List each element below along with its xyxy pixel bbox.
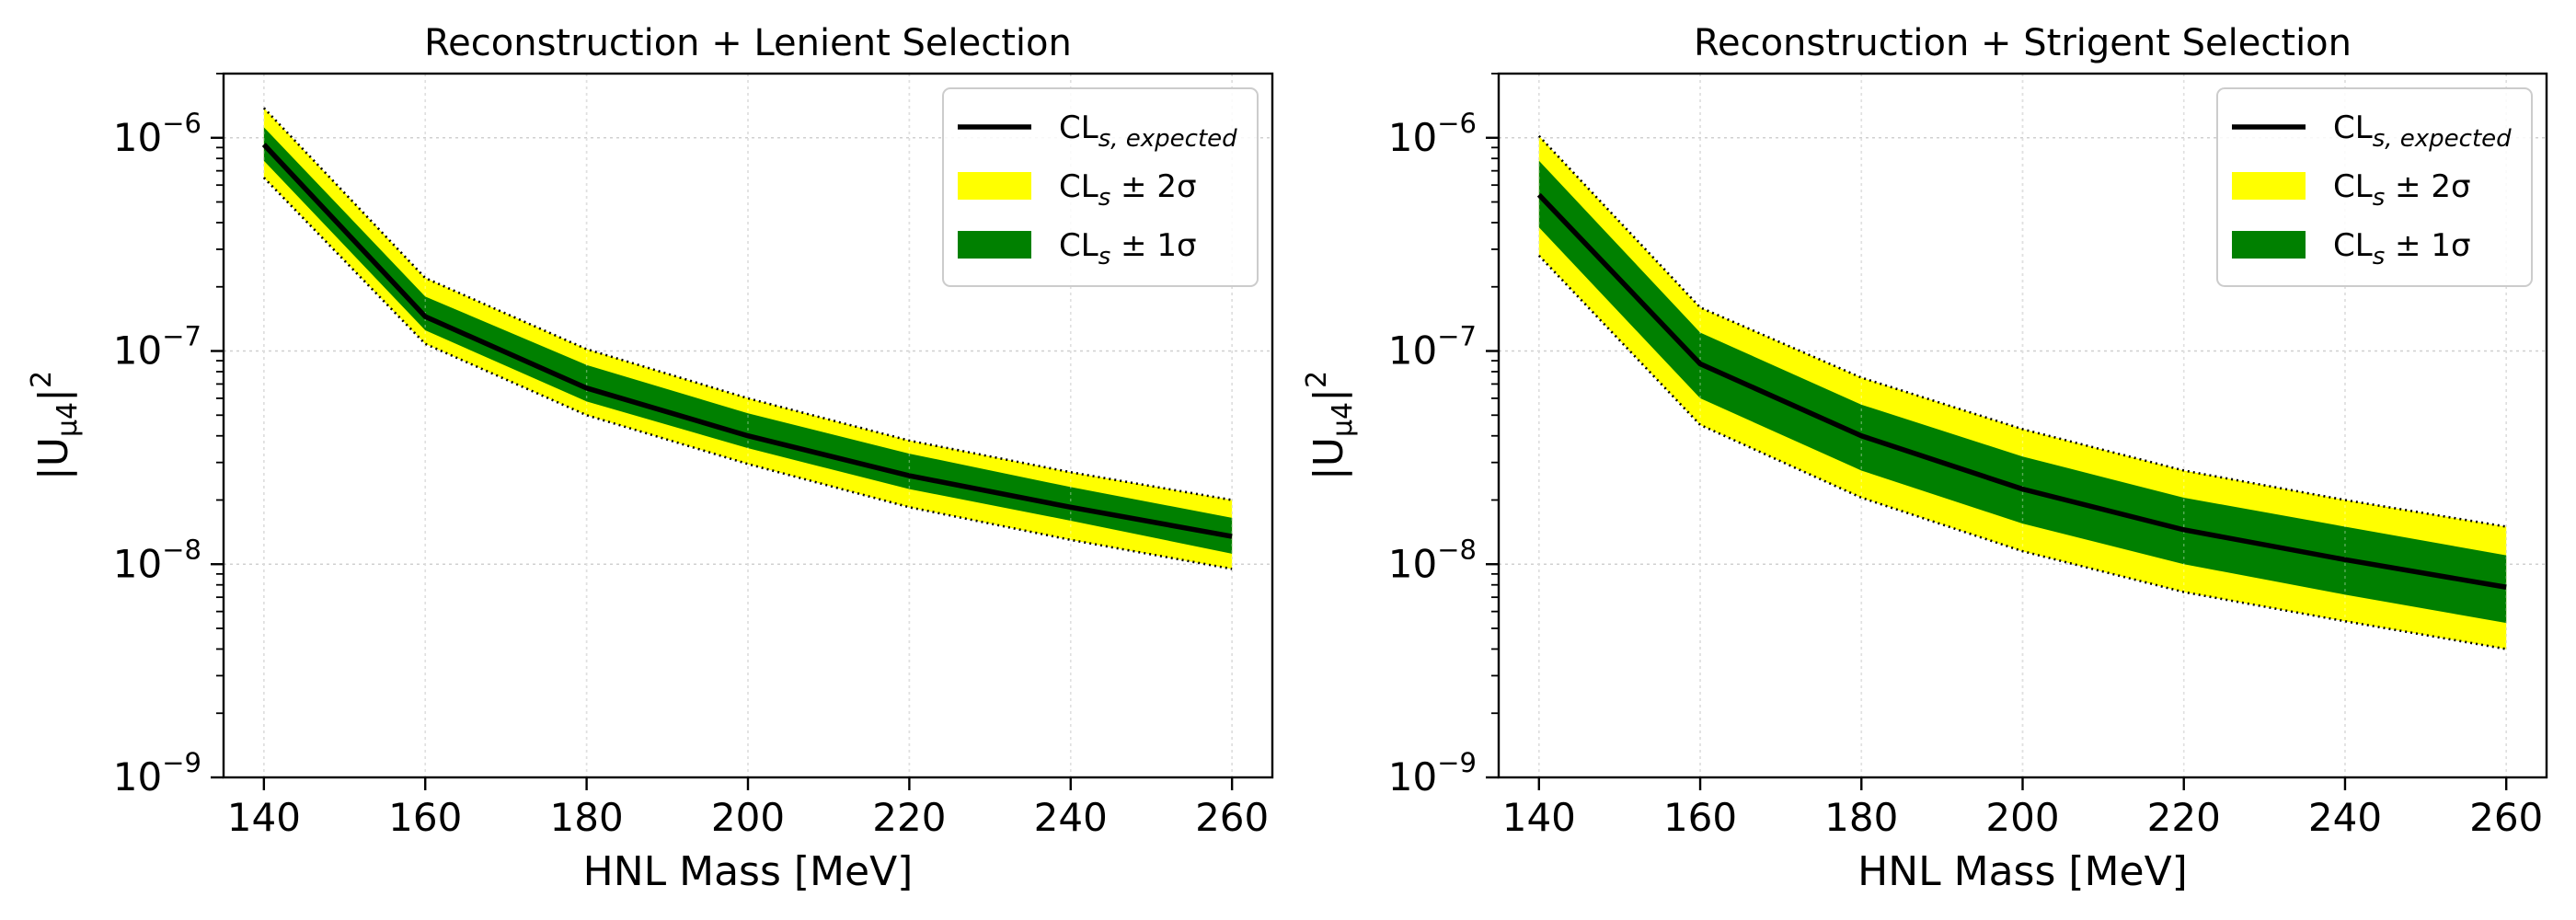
y-tick-label: 10−7 — [113, 321, 201, 374]
upper-2sigma-boundary — [1537, 134, 2507, 528]
x-tick-label: 220 — [872, 795, 946, 840]
legend-label: CLs ± 1σ — [2333, 227, 2471, 270]
legend-1sigma-swatch — [958, 231, 1031, 259]
expected-line — [1536, 192, 2507, 590]
band-1sigma — [263, 127, 1233, 554]
legend-2sigma-swatch — [958, 172, 1031, 200]
x-tick-label: 140 — [1502, 795, 1576, 840]
x-tick-label: 200 — [1985, 795, 2059, 840]
x-tick-label: 160 — [1663, 795, 1737, 840]
y-tick-label: 10−8 — [113, 534, 201, 586]
x-tick-label: 180 — [550, 795, 624, 840]
chart-title: Reconstruction + Strigent Selection — [1694, 22, 2352, 64]
y-tick-label: 10−9 — [113, 747, 201, 799]
x-tick-label: 260 — [2469, 795, 2543, 840]
legend-label: CLs ± 1σ — [1059, 227, 1197, 270]
legend-label: CLs, expected — [1059, 109, 1237, 153]
band-1sigma — [1538, 160, 2507, 624]
legend: CLs, expected CLs ± 2σ CLs ± 1σ — [942, 87, 1259, 287]
legend-1sigma-swatch — [2232, 231, 2306, 259]
legend-label: CLs ± 2σ — [2333, 168, 2471, 212]
x-tick-label: 180 — [1824, 795, 1898, 840]
y-axis-label: |Uμ4|2 — [1301, 371, 1359, 480]
x-tick-label: 160 — [388, 795, 462, 840]
left-chart-panel: 140 160 180 200 220 240 260 10−9 10−8 10−7 10−6 Rec… — [26, 22, 1274, 895]
x-tick-label: 220 — [2147, 795, 2221, 840]
y-tick-label: 10−9 — [1388, 747, 1477, 799]
chart-title: Reconstruction + Lenient Selection — [424, 22, 1072, 64]
x-axis-label: HNL Mass [MeV] — [583, 848, 914, 895]
legend-label: CLs ± 2σ — [1059, 168, 1197, 212]
x-tick-label: 140 — [227, 795, 301, 840]
y-axis-label: |Uμ4|2 — [26, 371, 84, 480]
legend-2sigma-swatch — [2232, 172, 2306, 200]
expected-line — [261, 143, 1233, 539]
y-tick-label: 10−8 — [1388, 534, 1477, 586]
legend-label: CLs, expected — [2333, 109, 2512, 153]
x-tick-label: 240 — [2308, 795, 2382, 840]
y-tick-label: 10−6 — [1388, 108, 1477, 160]
legend: CLs, expected CLs ± 2σ CLs ± 1σ — [2216, 87, 2533, 287]
y-tick-label: 10−7 — [1388, 321, 1477, 374]
x-tick-label: 260 — [1195, 795, 1269, 840]
x-axis-label: HNL Mass [MeV] — [1857, 848, 2188, 895]
right-chart-panel: 140 160 180 200 220 240 260 10−9 10−8 10−7 10−6 Rec… — [1301, 22, 2548, 895]
x-tick-label: 200 — [711, 795, 785, 840]
y-tick-label: 10−6 — [113, 108, 201, 160]
lower-2sigma-boundary — [1537, 254, 2507, 650]
x-tick-label: 240 — [1034, 795, 1108, 840]
